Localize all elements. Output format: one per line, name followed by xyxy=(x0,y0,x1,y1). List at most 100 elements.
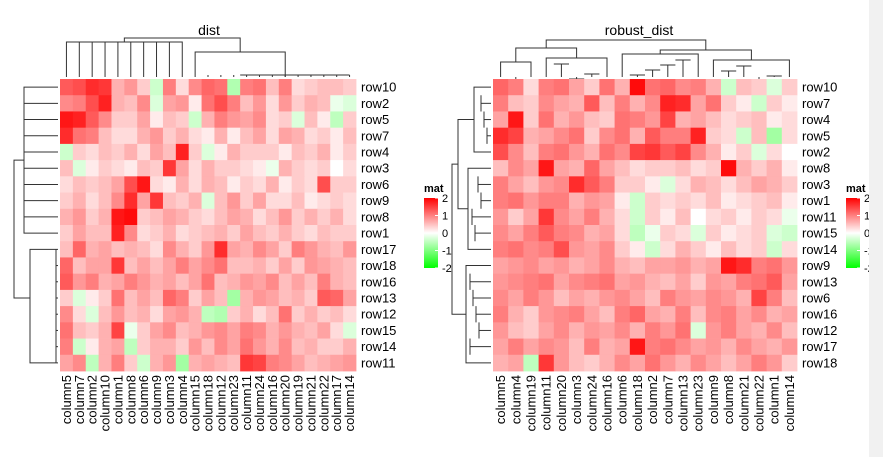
heatmap-cell xyxy=(584,241,600,258)
heatmap-cell xyxy=(60,143,74,161)
heatmap-cell xyxy=(162,241,177,258)
heatmap-cell xyxy=(304,208,318,226)
legend-tick-label: 0 xyxy=(442,228,448,240)
heatmap-cell xyxy=(584,289,600,307)
row-label: row9 xyxy=(361,193,389,208)
heatmap-cell xyxy=(690,208,707,226)
heatmap-cell xyxy=(584,338,600,356)
heatmap-cell xyxy=(137,241,151,258)
heatmap-cell xyxy=(736,225,752,242)
heatmap-cell xyxy=(98,176,112,193)
heatmap-cell xyxy=(645,143,661,161)
heatmap-cell xyxy=(614,354,631,372)
heatmap-cell xyxy=(645,257,661,275)
heatmap-cell xyxy=(705,111,722,129)
heatmap-cell xyxy=(538,338,555,356)
heatmap-cell xyxy=(60,95,74,112)
heatmap-cell xyxy=(137,354,151,372)
heatmap-cell xyxy=(98,306,112,323)
column-label: column3 xyxy=(162,375,177,424)
heatmap-cell xyxy=(162,111,177,129)
heatmap-cell xyxy=(690,127,707,145)
heatmap-cell xyxy=(240,95,254,112)
heatmap-cell xyxy=(175,241,190,258)
row-label: row3 xyxy=(802,177,830,192)
heatmap-cell xyxy=(675,257,691,275)
heatmap-cell xyxy=(137,338,151,356)
heatmap-cell xyxy=(111,354,125,372)
heatmap-cell xyxy=(493,354,509,372)
legend-colorbar xyxy=(424,198,438,268)
heatmap-cell xyxy=(188,192,202,210)
heatmap-cell xyxy=(553,273,570,291)
heatmap-cell xyxy=(736,322,752,339)
heatmap-cell xyxy=(523,95,539,112)
heatmap-cell xyxy=(291,111,305,129)
heatmap-cell xyxy=(584,273,600,291)
heatmap-cell xyxy=(553,306,570,323)
heatmap-cell xyxy=(240,225,254,242)
heatmap-cell xyxy=(721,354,737,372)
heatmap-cell xyxy=(98,257,112,275)
heatmap-cell xyxy=(137,273,151,291)
heatmap-cell xyxy=(304,241,318,258)
heatmap-cell xyxy=(304,192,318,210)
heatmap-cell xyxy=(175,322,190,339)
heatmap-cell xyxy=(705,273,722,291)
heatmap-cell xyxy=(98,127,112,145)
heatmap-cell xyxy=(253,143,267,161)
heatmap-cell xyxy=(660,257,676,275)
heatmap-cell xyxy=(124,273,138,291)
heatmap-cell xyxy=(675,111,691,129)
heatmap-cell xyxy=(162,95,177,112)
heatmap-cell xyxy=(72,338,87,356)
heatmap-cell xyxy=(188,160,202,177)
heatmap-cell xyxy=(781,289,798,307)
heatmap-cell xyxy=(85,208,100,226)
heatmap-cell xyxy=(523,111,539,129)
heatmap-cell xyxy=(553,95,570,112)
heatmap-cell xyxy=(569,192,585,210)
heatmap-cell xyxy=(72,306,87,323)
heatmap-cell xyxy=(214,95,228,112)
heatmap-cell xyxy=(253,257,267,275)
column-label: column18 xyxy=(201,375,216,431)
heatmap-cell xyxy=(85,273,100,291)
heatmap-cell xyxy=(675,208,691,226)
heatmap-cell xyxy=(721,273,737,291)
heatmap-cell xyxy=(751,192,767,210)
heatmap-cell xyxy=(675,241,691,258)
heatmap-cell xyxy=(188,79,202,96)
heatmap-cell xyxy=(98,338,112,356)
heatmap-cell xyxy=(330,143,344,161)
heatmap-cell xyxy=(343,273,357,291)
column-label: column20 xyxy=(554,375,569,431)
heatmap-cell xyxy=(278,208,293,226)
column-label: column5 xyxy=(59,375,74,424)
heatmap-cell xyxy=(227,176,241,193)
heatmap-cell xyxy=(629,322,646,339)
heatmap-cell xyxy=(751,127,767,145)
column-label: column1 xyxy=(110,375,125,424)
heatmap-cell xyxy=(265,306,280,323)
heatmap-cell xyxy=(553,241,570,258)
heatmap-cell xyxy=(188,95,202,112)
heatmap-cell xyxy=(111,176,125,193)
dendrogram-branch xyxy=(13,159,30,299)
panel-title-dist: dist xyxy=(198,22,220,38)
heatmap-cell xyxy=(150,79,164,96)
heatmap-cell xyxy=(523,257,539,275)
heatmap-cell xyxy=(629,208,646,226)
heatmap-cell xyxy=(85,176,100,193)
heatmap-cell xyxy=(72,176,87,193)
heatmap-cell xyxy=(201,95,215,112)
heatmap-cell xyxy=(304,338,318,356)
heatmap-cell xyxy=(240,208,254,226)
column-label: column21 xyxy=(736,375,751,431)
heatmap-cell xyxy=(175,338,190,356)
heatmap-cell xyxy=(111,241,125,258)
heatmap-cell xyxy=(538,241,555,258)
heatmap-cell xyxy=(137,257,151,275)
heatmap-cell xyxy=(584,111,600,129)
heatmap-cell xyxy=(705,354,722,372)
